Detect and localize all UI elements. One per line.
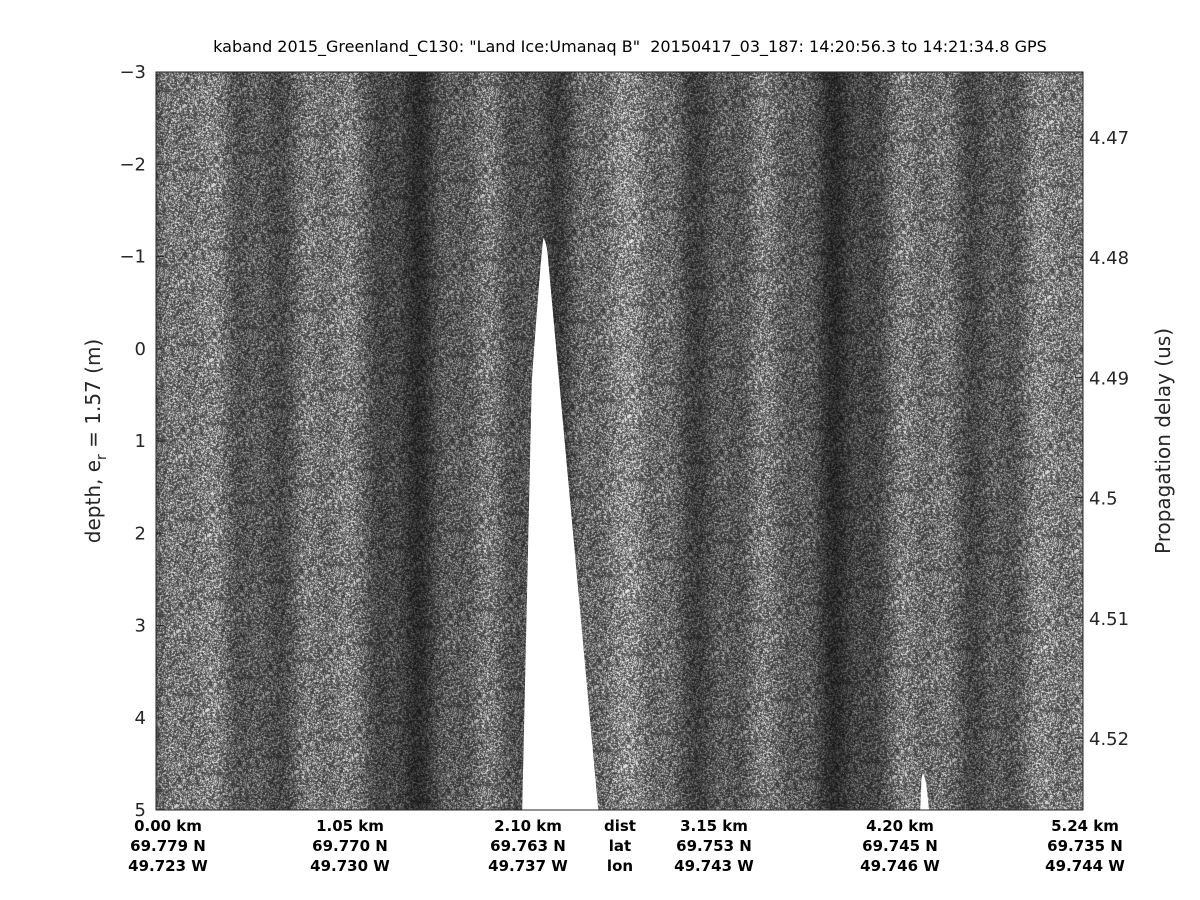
- left-tick-label: 2: [135, 523, 146, 544]
- lon-label: 49.737 W: [488, 857, 568, 875]
- dist-label: 5.24 km: [1051, 817, 1119, 835]
- lat-label: 69.753 N: [676, 837, 752, 855]
- left-tick-label: 1: [135, 431, 146, 452]
- right-tick-label: 4.52: [1089, 729, 1129, 750]
- lat-label: 69.745 N: [862, 837, 938, 855]
- right-axis-label: Propagation delay (us): [1151, 328, 1175, 554]
- left-tick-label: 3: [135, 616, 146, 637]
- left-tick-label: 4: [135, 708, 146, 729]
- right-tick-label: 4.49: [1089, 368, 1129, 389]
- row-label-lon: lon: [607, 857, 633, 875]
- row-label-dist: dist: [604, 817, 636, 835]
- right-tick-label: 4.47: [1089, 128, 1129, 149]
- lat-label: 69.770 N: [312, 837, 388, 855]
- lat-label: 69.735 N: [1047, 837, 1123, 855]
- dist-label: 4.20 km: [866, 817, 934, 835]
- plot-frame: [155, 71, 1084, 811]
- dist-label: 1.05 km: [316, 817, 384, 835]
- no-data-region-1: [920, 773, 930, 810]
- no-data-region-0: [522, 238, 599, 811]
- right-tick-label: 4.48: [1089, 248, 1129, 269]
- right-tick-label: 4.5: [1089, 489, 1118, 510]
- left-tick-label: −2: [119, 154, 146, 175]
- lon-label: 49.723 W: [128, 857, 208, 875]
- right-tick-label: 4.51: [1089, 609, 1129, 630]
- lon-label: 49.744 W: [1045, 857, 1125, 875]
- left-tick-label: −3: [119, 62, 146, 83]
- lat-label: 69.763 N: [490, 837, 566, 855]
- row-label-lat: lat: [609, 837, 631, 855]
- lon-label: 49.746 W: [860, 857, 940, 875]
- lon-label: 49.730 W: [310, 857, 390, 875]
- lon-label: 49.743 W: [674, 857, 754, 875]
- left-axis-label: depth, er = 1.57 (m): [81, 339, 110, 543]
- echogram-image: [156, 72, 1083, 810]
- left-tick-label: 0: [135, 339, 146, 360]
- dist-label: 0.00 km: [134, 817, 202, 835]
- left-tick-label: −1: [119, 247, 146, 268]
- dist-label: 2.10 km: [494, 817, 562, 835]
- left-tick-label: 5: [135, 800, 146, 821]
- dist-label: 3.15 km: [680, 817, 748, 835]
- chart-title: kaband 2015_Greenland_C130: "Land Ice:Um…: [213, 37, 1047, 56]
- lat-label: 69.779 N: [130, 837, 206, 855]
